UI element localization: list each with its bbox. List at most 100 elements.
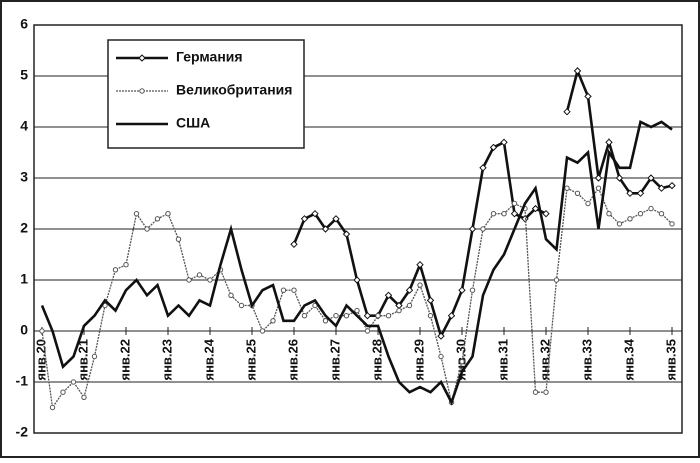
point [385, 313, 392, 319]
legend-label: Германия [176, 49, 243, 65]
point [363, 311, 372, 320]
point [585, 200, 591, 207]
series-line [40, 120, 673, 406]
y-tick-label: 1 [20, 271, 28, 287]
point [207, 277, 213, 283]
point [489, 143, 498, 152]
point [531, 204, 540, 213]
point [60, 389, 66, 395]
point [396, 307, 402, 314]
point [510, 209, 519, 218]
point [322, 318, 329, 324]
point [573, 67, 582, 75]
point [280, 287, 287, 293]
point [427, 313, 434, 319]
point [259, 328, 266, 334]
point [647, 174, 655, 182]
x-tick-label: янв.27 [327, 339, 342, 381]
point [532, 389, 539, 395]
point [636, 189, 645, 198]
point [637, 211, 644, 217]
point [417, 282, 423, 288]
point [332, 215, 340, 223]
point [437, 332, 445, 340]
point [458, 286, 466, 294]
point [290, 240, 298, 249]
point [364, 328, 371, 334]
point [648, 205, 654, 212]
point [615, 174, 624, 182]
y-tick-label: 4 [20, 118, 28, 134]
point [627, 216, 633, 222]
x-tick-label: янв.20 [33, 339, 48, 381]
x-tick-label: янв.35 [663, 339, 678, 381]
point [175, 236, 182, 242]
point [626, 189, 634, 198]
point [301, 313, 308, 319]
y-tick-label: 0 [20, 322, 28, 338]
y-tick-label: 6 [20, 16, 28, 32]
point [595, 185, 602, 191]
point [459, 358, 465, 365]
x-tick-label: янв.22 [117, 339, 132, 381]
x-tick-label: янв.25 [243, 339, 258, 381]
x-tick-label: янв.33 [579, 339, 594, 381]
point [468, 225, 477, 233]
point [342, 230, 351, 238]
point [70, 379, 77, 385]
y-tick-label: 2 [20, 220, 28, 236]
point [416, 260, 424, 269]
point [375, 313, 381, 319]
grid: -2 -1 0 1 2 3 4 5 6 янв.20 янв.21 янв.22 янв.23 янв.2… [16, 16, 683, 440]
point [333, 313, 339, 319]
point [606, 211, 612, 217]
y-tick-label: 5 [20, 67, 28, 83]
point [49, 404, 56, 411]
x-tick-label: янв.29 [411, 339, 426, 381]
point [196, 272, 203, 278]
point [384, 291, 393, 300]
point [426, 296, 435, 305]
point [81, 394, 87, 400]
y-tick-label: -1 [16, 373, 29, 389]
point [542, 209, 550, 218]
legend-label: Великобритания [176, 82, 292, 98]
point [469, 287, 476, 293]
point [144, 226, 150, 232]
legend: Германия Великобритания США [107, 39, 305, 149]
point [186, 277, 192, 283]
point [563, 107, 571, 116]
point [291, 287, 297, 293]
point [270, 318, 276, 324]
point [594, 174, 603, 182]
point [405, 286, 414, 294]
point [616, 221, 623, 227]
point [564, 185, 570, 191]
x-tick-label: янв.23 [159, 339, 174, 381]
point [154, 216, 161, 222]
point [490, 211, 497, 217]
point [438, 353, 444, 360]
point [112, 267, 119, 273]
point [133, 211, 140, 217]
legend-label: США [176, 115, 210, 131]
point [658, 211, 665, 217]
point [300, 215, 309, 223]
point [501, 211, 507, 217]
point [91, 353, 98, 360]
x-tick-label: янв.21 [75, 339, 90, 381]
point [238, 302, 245, 309]
x-tick-label: янв.24 [201, 338, 216, 380]
x-tick-label: янв.26 [285, 339, 300, 381]
plot [39, 66, 676, 411]
point [123, 262, 129, 268]
point [228, 292, 234, 298]
point [321, 225, 330, 233]
legend-marker [139, 88, 145, 94]
point [311, 209, 319, 218]
point [657, 184, 666, 192]
point [543, 389, 549, 395]
point [343, 313, 350, 319]
x-tick-label: янв.34 [621, 338, 636, 380]
